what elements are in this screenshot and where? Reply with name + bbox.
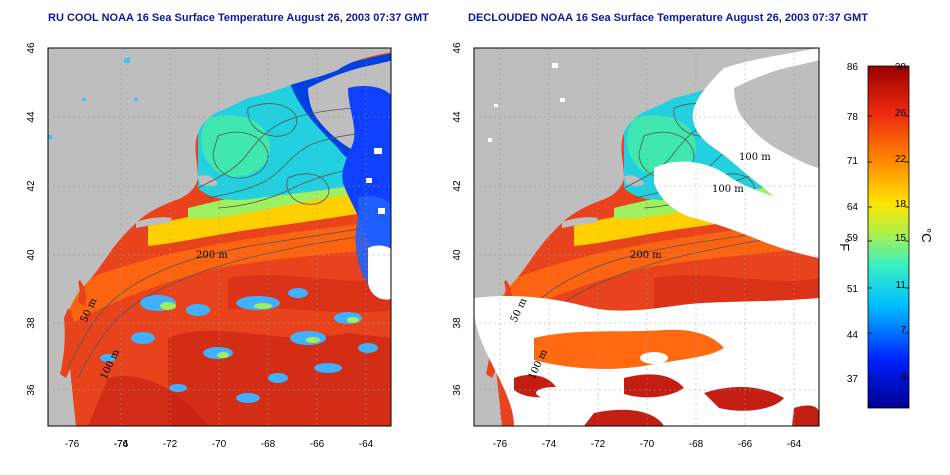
lat-tick-46: 46: [26, 42, 37, 54]
temperature-colorbar: 86 78 71 64 59 51 44 37 30 26 22 18 15 1…: [837, 62, 934, 409]
lat-tick-44: 44: [26, 111, 37, 123]
f-tick: 71: [847, 156, 859, 167]
map-frame-left: [47, 47, 392, 427]
lon-tick-minus64: -64: [359, 439, 374, 450]
lat-tick-46: 46: [452, 42, 463, 54]
f-tick: 37: [847, 374, 859, 385]
lat-tick-36: 36: [26, 384, 37, 396]
lon-tick-minus68: -68: [689, 439, 704, 450]
lat-tick-42: 42: [26, 180, 37, 192]
lon-tick-minus70: -70: [640, 439, 655, 450]
celsius-unit-label: °C: [919, 228, 934, 243]
lon-tick-minus70: -70: [212, 439, 227, 450]
c-tick: 18: [895, 199, 907, 210]
f-tick: 59: [847, 233, 859, 244]
c-tick: 11: [896, 280, 907, 291]
map-title-left: RU COOL NOAA 16 Sea Surface Temperature …: [48, 12, 429, 24]
lon-tick-minus66: -66: [310, 439, 325, 450]
lon-tick-minus66: -66: [738, 439, 753, 450]
lon-axis-right-labels: -76 -74 -72 -70 -68 -66 -64: [493, 439, 802, 450]
lat-tick-44: 44: [452, 111, 463, 123]
lon-axis-left-labels: -76 -74 -72 -70 -68 -66 -64: [65, 439, 374, 450]
c-tick: 30: [895, 62, 907, 73]
colorbar-celsius-labels: 30 26 22 18 15 11 7 3: [895, 62, 907, 383]
gridlines-left: [48, 48, 391, 426]
lon-tick-minus72: -72: [591, 439, 606, 450]
lon-tick-minus76: -76: [65, 439, 80, 450]
c-tick: 7: [900, 325, 906, 336]
lon-tick: -76: [114, 439, 129, 450]
lat-tick-40: 40: [26, 249, 37, 261]
sst-map-right: 200 m 50 m 100 m 100 m 100 m: [473, 47, 820, 427]
lat-axis-right-labels: 36 38 40 42 44 46: [452, 42, 463, 396]
map-frame-right: [473, 47, 820, 427]
colorbar-ticks: [868, 115, 909, 379]
f-tick: 51: [847, 284, 859, 295]
lon-tick-minus74: -74: [114, 439, 129, 450]
c-tick: 22: [895, 154, 907, 165]
contour-label-200m: 200 m: [630, 250, 662, 261]
c-tick: 26: [895, 108, 907, 119]
lat-tick-38: 38: [26, 317, 37, 329]
sst-map-left: 200 m 50 m 100 m: [47, 47, 392, 427]
fahrenheit-unit-label: °F: [837, 238, 852, 251]
f-tick: 64: [847, 202, 859, 213]
contour-label-100m-gulf: 100 m: [739, 152, 771, 163]
map-title-right: DECLOUDED NOAA 16 Sea Surface Temperatur…: [468, 12, 868, 24]
f-tick: 86: [847, 62, 859, 73]
f-tick: 44: [847, 330, 859, 341]
lon-tick-minus64: -64: [787, 439, 802, 450]
lon-tick-minus76: -76: [493, 439, 508, 450]
lat-axis-left-labels: 36 38 40 42 44 46: [26, 42, 37, 396]
lon-tick-minus68: -68: [261, 439, 276, 450]
lon-tick-minus72: -72: [163, 439, 178, 450]
lat-tick-38: 38: [452, 317, 463, 329]
gridlines-right: [474, 48, 819, 426]
lat-tick-42: 42: [452, 180, 463, 192]
f-tick: 78: [847, 112, 859, 123]
lat-tick-36: 36: [452, 384, 463, 396]
colorbar-gradient: [867, 65, 910, 409]
contour-label-200m: 200 m: [196, 250, 228, 261]
lon-tick-minus74: -74: [542, 439, 557, 450]
colorbar-fahrenheit-labels: 86 78 71 64 59 51 44 37: [847, 62, 859, 385]
c-tick: 3: [900, 372, 906, 383]
contour-label-100m-bank: 100 m: [712, 184, 744, 195]
lon-axis-left: -76 -74: [114, 439, 129, 450]
c-tick: 15: [895, 233, 907, 244]
lat-tick-40: 40: [452, 249, 463, 261]
